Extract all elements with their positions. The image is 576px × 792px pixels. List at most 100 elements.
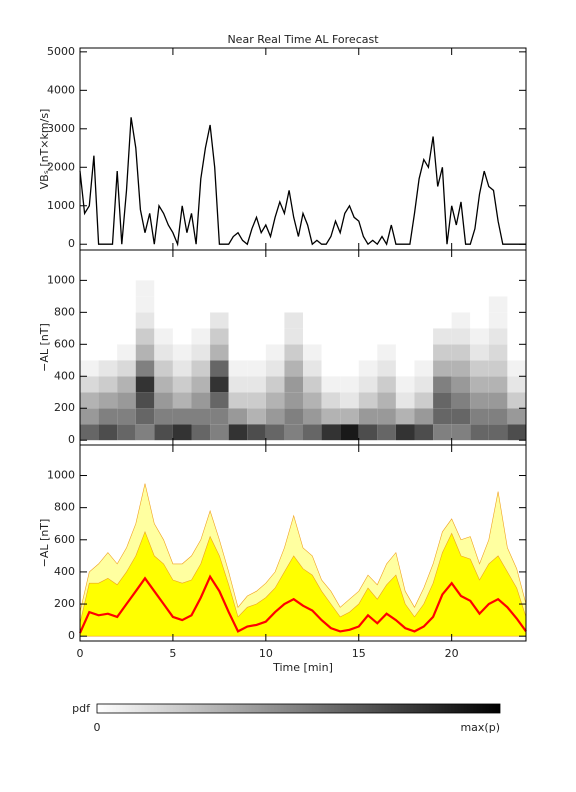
pdf-cell <box>265 328 285 345</box>
pdf-cell <box>210 344 229 361</box>
pdf-cell <box>358 360 378 377</box>
y-tick-label: 0 <box>68 237 75 250</box>
pdf-cell <box>340 312 359 329</box>
pdf-cell <box>321 392 341 409</box>
pdf-cell <box>154 280 173 297</box>
pdf-cell <box>451 280 471 297</box>
pdf-cell <box>135 328 155 345</box>
pdf-cell <box>135 344 155 361</box>
y-tick-label: 0 <box>68 629 75 642</box>
pdf-cell <box>340 344 359 361</box>
pdf-cell <box>117 408 136 425</box>
pdf-cell <box>303 280 322 297</box>
pdf-cell <box>117 328 136 345</box>
pdf-cell <box>172 312 192 329</box>
pdf-cell <box>154 408 173 425</box>
pdf-cell <box>395 424 415 441</box>
pdf-cell <box>414 344 434 361</box>
pdf-cell <box>451 344 471 361</box>
y-tick-label: 400 <box>54 369 75 382</box>
pdf-cell <box>377 312 396 329</box>
x-axis-label: Time [min] <box>272 661 333 674</box>
pdf-cell <box>247 344 266 361</box>
plot-frame <box>79 444 527 642</box>
pdf-cell <box>98 296 118 313</box>
pdf-cell <box>377 408 396 425</box>
pdf-cell <box>451 328 471 345</box>
y-tick-label: 200 <box>54 401 75 414</box>
pdf-cell <box>377 360 396 377</box>
pdf-cell <box>135 376 155 393</box>
pdf-cell <box>210 296 229 313</box>
x-tick-label: 0 <box>77 647 84 660</box>
pdf-cell <box>321 376 341 393</box>
pdf-cell <box>507 360 526 377</box>
y-tick-label: 600 <box>54 533 75 546</box>
pdf-cell <box>451 408 471 425</box>
pdf-cell <box>433 344 452 361</box>
pdf-cell <box>284 280 303 297</box>
panel <box>79 117 526 247</box>
pdf-cell <box>98 376 118 393</box>
pdf-cell <box>247 424 266 441</box>
pdf-cell <box>80 376 99 393</box>
panel <box>78 483 527 637</box>
y-axis-label: −AL [nT] <box>38 323 51 372</box>
x-tick-label: 15 <box>352 647 366 660</box>
pdf-cell <box>433 328 452 345</box>
pdf-cell <box>321 280 341 297</box>
pdf-cell <box>340 424 359 441</box>
pdf-cell <box>507 424 526 441</box>
pdf-cell <box>154 328 173 345</box>
pdf-cell <box>488 312 508 329</box>
pdf-cell <box>377 392 396 409</box>
pdf-cell <box>98 280 118 297</box>
pdf-cell <box>414 328 434 345</box>
pdf-cell <box>358 376 378 393</box>
pdf-cell <box>377 280 396 297</box>
plot-frame <box>79 47 527 251</box>
pdf-cell <box>470 360 489 377</box>
pdf-cell <box>358 408 378 425</box>
pdf-cell <box>191 328 211 345</box>
pdf-cell <box>98 360 118 377</box>
pdf-cell <box>154 360 173 377</box>
pdf-cell <box>488 408 508 425</box>
pdf-cell <box>433 392 452 409</box>
pdf-cell <box>470 280 489 297</box>
pdf-cell <box>507 296 526 313</box>
pdf-cell <box>80 424 99 441</box>
pdf-cell <box>507 328 526 345</box>
pdf-cell <box>303 408 322 425</box>
pdf-cell <box>191 408 211 425</box>
pdf-cell <box>172 344 192 361</box>
pdf-cell <box>395 296 415 313</box>
y-tick-label: 3000 <box>47 122 75 135</box>
quantile-band <box>79 530 527 637</box>
pdf-cell <box>303 424 322 441</box>
pdf-cell <box>470 296 489 313</box>
pdf-cell <box>228 328 248 345</box>
pdf-cell <box>451 376 471 393</box>
pdf-cell <box>414 408 434 425</box>
pdf-cell <box>470 424 489 441</box>
pdf-cell <box>172 280 192 297</box>
pdf-cell <box>451 312 471 329</box>
pdf-cell <box>135 424 155 441</box>
pdf-cell <box>98 312 118 329</box>
pdf-cell <box>172 328 192 345</box>
pdf-cell <box>284 376 303 393</box>
pdf-cell <box>228 408 248 425</box>
pdf-cell <box>228 296 248 313</box>
y-tick-label: 400 <box>54 565 75 578</box>
pdf-cell <box>98 424 118 441</box>
colorbar-min: 0 <box>94 721 101 734</box>
pdf-cell <box>154 296 173 313</box>
x-tick-label: 10 <box>259 647 273 660</box>
pdf-cell <box>433 360 452 377</box>
pdf-cell <box>488 280 508 297</box>
pdf-cell <box>117 344 136 361</box>
pdf-cell <box>470 344 489 361</box>
pdf-cell <box>395 344 415 361</box>
pdf-cell <box>265 280 285 297</box>
